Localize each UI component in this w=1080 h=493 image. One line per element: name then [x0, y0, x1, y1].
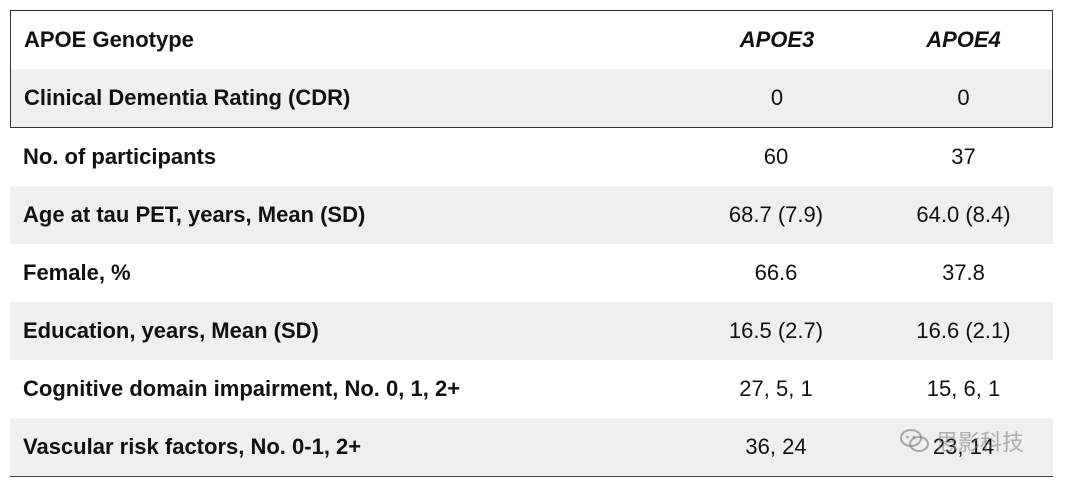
row-apoe4: 37.8 [942, 260, 985, 285]
header-col-apoe3: APOE3 [739, 27, 815, 52]
row-apoe3: 27, 5, 1 [739, 376, 813, 401]
table-row: Female, % 66.6 37.8 [10, 244, 1053, 302]
row-apoe3: 68.7 (7.9) [728, 202, 824, 227]
table-row: Age at tau PET, years, Mean (SD) 68.7 (7… [10, 186, 1053, 244]
row-apoe3: 16.5 (2.7) [728, 318, 824, 343]
row-apoe4: 23, 14 [932, 434, 995, 459]
table-header: APOE Genotype APOE3 APOE4 Clinical Demen… [10, 10, 1053, 128]
wechat-icon [900, 429, 929, 452]
header-label: APOE Genotype [24, 27, 194, 52]
row-label: Cognitive domain impairment, No. 0, 1, 2… [23, 376, 461, 401]
header-col-apoe4: APOE4 [926, 27, 1001, 52]
row-apoe3: 36, 24 [745, 434, 807, 459]
table-bottom-rule [10, 476, 1053, 477]
watermark: 思影科技 [900, 425, 1024, 457]
cdr-label: Clinical Dementia Rating (CDR) [24, 85, 351, 110]
header-row-genotype: APOE Genotype APOE3 APOE4 [11, 11, 1052, 69]
table-row: Vascular risk factors, No. 0-1, 2+ 36, 2… [10, 418, 1053, 476]
watermark-text: 思影科技 [936, 431, 1025, 456]
row-apoe3: 60 [763, 144, 789, 169]
header-row-cdr: Clinical Dementia Rating (CDR) 0 0 [11, 69, 1052, 127]
cdr-apoe3: 0 [770, 85, 784, 110]
table-row: Cognitive domain impairment, No. 0, 1, 2… [10, 360, 1053, 418]
row-apoe4: 15, 6, 1 [926, 376, 1001, 401]
row-label: Education, years, Mean (SD) [23, 318, 319, 343]
row-label: Female, % [23, 260, 131, 285]
table-row: Education, years, Mean (SD) 16.5 (2.7) 1… [10, 302, 1053, 360]
row-apoe4: 16.6 (2.1) [916, 318, 1011, 343]
row-apoe4: 37 [951, 144, 976, 169]
row-label: Vascular risk factors, No. 0-1, 2+ [23, 434, 362, 459]
row-apoe3: 66.6 [754, 260, 798, 285]
row-apoe4: 64.0 (8.4) [916, 202, 1011, 227]
demographics-table: APOE Genotype APOE3 APOE4 Clinical Demen… [10, 10, 1053, 477]
table-row: No. of participants 60 37 [10, 128, 1053, 186]
row-label: No. of participants [23, 144, 217, 169]
row-label: Age at tau PET, years, Mean (SD) [23, 202, 366, 227]
cdr-apoe4: 0 [957, 85, 970, 110]
